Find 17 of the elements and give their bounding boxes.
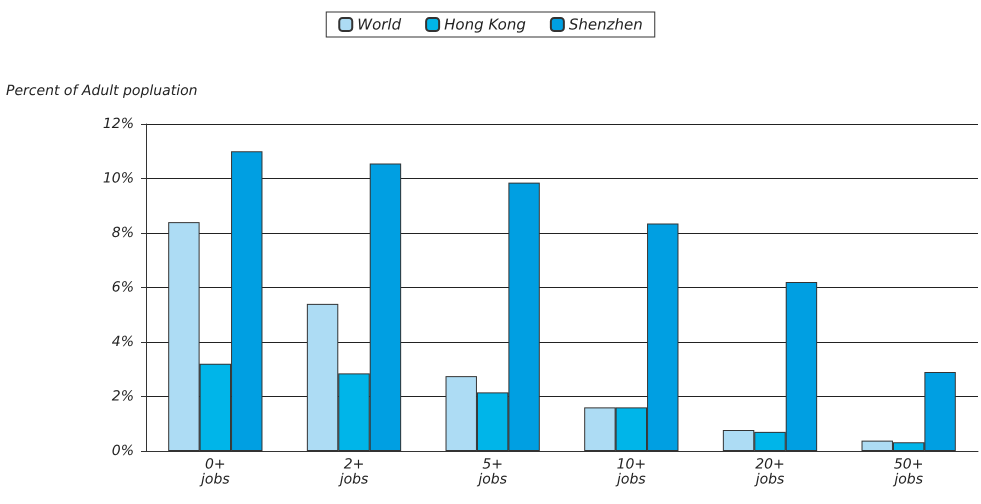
x-tick-label: 20+ jobs: [754, 456, 785, 488]
x-tick-label: 0+ jobs: [199, 456, 230, 488]
x-tick-label: 50+ jobs: [892, 456, 924, 488]
x-tick-label: 10+ jobs: [615, 456, 646, 488]
y-tick-label: 0%: [112, 443, 134, 459]
x-tick-label: 2+ jobs: [338, 456, 368, 488]
y-axis-title: Percent of Adult popluation: [6, 83, 198, 99]
legend-label: Shenzhen: [568, 16, 643, 34]
y-tick-label: 2%: [112, 388, 134, 404]
legend-label: World: [357, 16, 402, 34]
legend-label: Hong Kong: [444, 16, 526, 34]
y-tick-label: 10%: [102, 170, 134, 186]
y-tick-label: 8%: [112, 225, 134, 241]
y-tick-label: 12%: [102, 116, 134, 132]
x-tick-label: 5+ jobs: [476, 456, 507, 488]
y-tick-label: 6%: [112, 280, 134, 296]
y-tick-label: 4%: [112, 334, 134, 350]
